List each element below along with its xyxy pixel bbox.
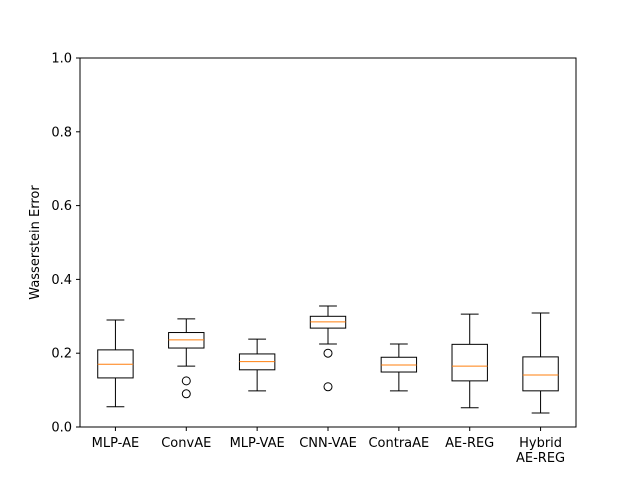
outlier-point <box>181 376 191 386</box>
box-5 <box>380 343 418 392</box>
y-tick-label: 0.8 <box>51 125 72 140</box>
y-tick-label: 0.6 <box>51 199 72 214</box>
y-tick-label: 0.4 <box>51 273 72 288</box>
y-tick-label: 0.0 <box>51 421 72 436</box>
x-tick-label: CNN-VAE <box>299 436 357 451</box>
x-tick-label: ConvAE <box>161 436 211 451</box>
box-4 <box>309 305 347 392</box>
x-tick-label: MLP-VAE <box>230 436 285 451</box>
box-2 <box>168 318 205 399</box>
box-6 <box>451 313 488 409</box>
outlier-point <box>323 348 333 358</box>
outlier-point <box>323 382 333 392</box>
box-7 <box>522 312 559 414</box>
x-tick-label: Hybrid <box>519 436 562 451</box>
plot-marks <box>97 305 559 414</box>
x-tick-label: ContraAE <box>368 436 429 451</box>
box-3 <box>238 338 276 392</box>
x-tick-label: MLP-AE <box>92 436 140 451</box>
x-tick-label: AE-REG <box>445 436 494 451</box>
y-axis: 0.0 0.2 0.4 0.6 0.8 1.0 <box>51 52 80 436</box>
y-axis-label: Wasserstein Error <box>28 185 43 300</box>
y-tick-label: 1.0 <box>51 52 72 67</box>
x-tick-label: AE-REG <box>516 451 565 466</box>
y-tick-label: 0.2 <box>51 347 72 362</box>
iqr-box <box>451 343 488 382</box>
iqr-box <box>522 356 559 392</box>
x-axis: MLP-AE ConvAE MLP-VAE CNN-VAE ContraAE AE-REG… <box>92 427 565 466</box>
box-1 <box>97 319 134 408</box>
outlier-point <box>181 389 191 399</box>
